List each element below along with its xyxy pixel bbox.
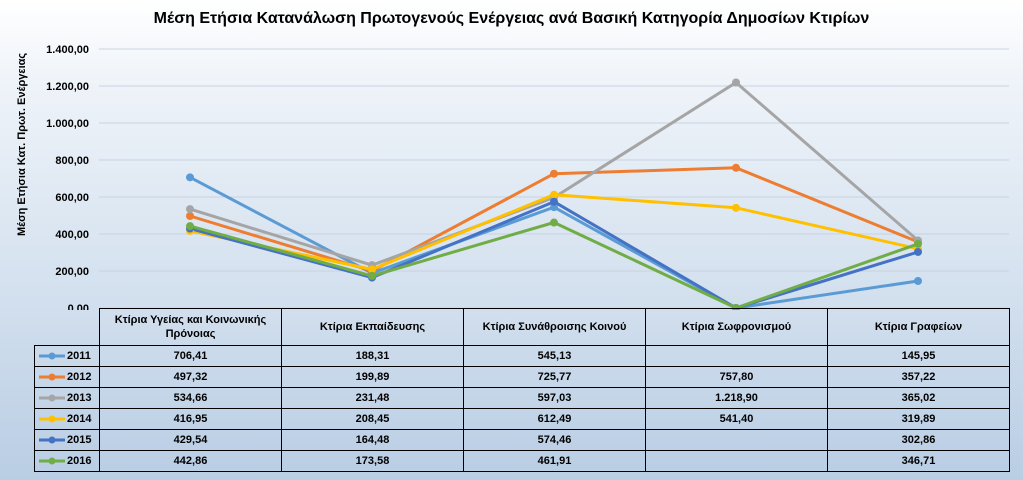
legend-label: 2016 xyxy=(67,455,92,468)
data-point xyxy=(186,222,194,231)
y-tick-label: 1.000,00 xyxy=(46,118,89,130)
data-point xyxy=(732,203,740,212)
data-value-cell: 145,95 xyxy=(827,345,1010,367)
data-value-cell: 429,54 xyxy=(99,429,282,451)
legend-label: 2013 xyxy=(67,392,92,405)
data-point xyxy=(914,239,922,248)
y-tick-label: 1.200,00 xyxy=(46,81,89,93)
data-point xyxy=(368,271,376,280)
data-value-cell: 574,46 xyxy=(463,429,646,451)
data-value-cell: 302,86 xyxy=(827,429,1010,451)
data-value-cell: 461,91 xyxy=(463,450,646,472)
table-row: 2015 429,54 164,48 574,46 302,86 xyxy=(34,429,1010,451)
legend-key: 2016 xyxy=(34,450,100,472)
y-tick-label: 200,00 xyxy=(55,266,89,278)
legend-label: 2011 xyxy=(67,350,91,363)
category-header: Κτίρια Σωφρονισμού xyxy=(645,308,828,346)
legend-label: 2014 xyxy=(67,413,92,426)
data-point xyxy=(186,211,194,220)
data-table: Κτίρια Υγείας και Κοινωνικής Πρόνοιας Κτ… xyxy=(34,308,1010,472)
data-value-cell: 346,71 xyxy=(827,450,1010,472)
legend-label: 2015 xyxy=(67,434,92,447)
data-value-cell: 231,48 xyxy=(281,387,464,409)
legend-marker xyxy=(39,394,65,402)
data-value-cell xyxy=(645,345,828,367)
data-point xyxy=(914,247,922,256)
data-value-cell: 1.218,90 xyxy=(645,387,828,409)
y-tick-label: 600,00 xyxy=(55,192,89,204)
data-point xyxy=(550,169,558,178)
data-point xyxy=(368,265,376,274)
data-value-cell: 497,32 xyxy=(99,366,282,388)
data-value-cell: 442,86 xyxy=(99,450,282,472)
legend-key: 2014 xyxy=(34,408,100,430)
data-point xyxy=(186,173,194,182)
data-value-cell: 208,45 xyxy=(281,408,464,430)
y-tick-label: 0,00 xyxy=(68,303,89,310)
legend-key: 2011 xyxy=(34,345,100,367)
table-row: 2016 442,86 173,58 461,91 346,71 xyxy=(34,450,1010,472)
legend-key: 2015 xyxy=(34,429,100,451)
data-value-cell xyxy=(645,450,828,472)
data-point xyxy=(914,276,922,285)
table-row: 2011 706,41 188,31 545,13 145,95 xyxy=(34,345,1010,367)
data-value-cell xyxy=(645,429,828,451)
data-value-cell: 164,48 xyxy=(281,429,464,451)
data-point xyxy=(732,163,740,172)
category-header: Κτίρια Γραφείων xyxy=(827,308,1010,346)
category-header: Κτίρια Συνάθροισης Κοινού xyxy=(463,308,646,346)
legend-key: 2012 xyxy=(34,366,100,388)
data-value-cell: 173,58 xyxy=(281,450,464,472)
category-header: Κτίρια Υγείας και Κοινωνικής Πρόνοιας xyxy=(99,308,282,346)
table-corner xyxy=(35,309,100,346)
data-value-cell: 757,80 xyxy=(645,366,828,388)
data-value-cell: 319,89 xyxy=(827,408,1010,430)
table-row: 2014 416,95 208,45 612,49 541,40 319,89 xyxy=(34,408,1010,430)
data-value-cell: 545,13 xyxy=(463,345,646,367)
data-point xyxy=(732,78,740,87)
legend-marker xyxy=(39,457,65,465)
table-row: 2012 497,32 199,89 725,77 757,80 357,22 xyxy=(34,366,1010,388)
data-value-cell: 188,31 xyxy=(281,345,464,367)
data-value-cell: 597,03 xyxy=(463,387,646,409)
chart-title: Μέση Ετήσια Κατανάλωση Πρωτογενούς Ενέργ… xyxy=(153,10,870,27)
data-value-cell: 706,41 xyxy=(99,345,282,367)
y-tick-label: 1.400,00 xyxy=(46,44,89,56)
legend-marker xyxy=(39,373,65,381)
table-header-row: Κτίρια Υγείας και Κοινωνικής Πρόνοιας Κτ… xyxy=(35,308,1010,346)
y-tick-label: 400,00 xyxy=(55,229,89,241)
y-tick-label: 800,00 xyxy=(55,155,89,167)
data-value-cell: 357,22 xyxy=(827,366,1010,388)
table-row: 2013 534,66 231,48 597,03 1.218,90 365,02 xyxy=(34,387,1010,409)
data-value-cell: 725,77 xyxy=(463,366,646,388)
legend-marker xyxy=(39,415,65,423)
data-value-cell: 416,95 xyxy=(99,408,282,430)
data-value-cell: 534,66 xyxy=(99,387,282,409)
data-point xyxy=(186,205,194,214)
legend-key: 2013 xyxy=(34,387,100,409)
data-point xyxy=(550,197,558,206)
data-value-cell: 541,40 xyxy=(645,408,828,430)
data-value-cell: 612,49 xyxy=(463,408,646,430)
data-point xyxy=(550,190,558,199)
data-value-cell: 199,89 xyxy=(281,366,464,388)
legend-marker xyxy=(39,436,65,444)
category-header: Κτίρια Εκπαίδευσης xyxy=(281,308,464,346)
legend-label: 2012 xyxy=(67,371,92,384)
line-chart-plot: 0,00 200,00 400,00 600,00 800,00 1.000,00 1.20… xyxy=(46,44,1009,310)
data-value-cell: 365,02 xyxy=(827,387,1010,409)
legend-marker xyxy=(39,352,65,360)
data-point xyxy=(550,218,558,227)
